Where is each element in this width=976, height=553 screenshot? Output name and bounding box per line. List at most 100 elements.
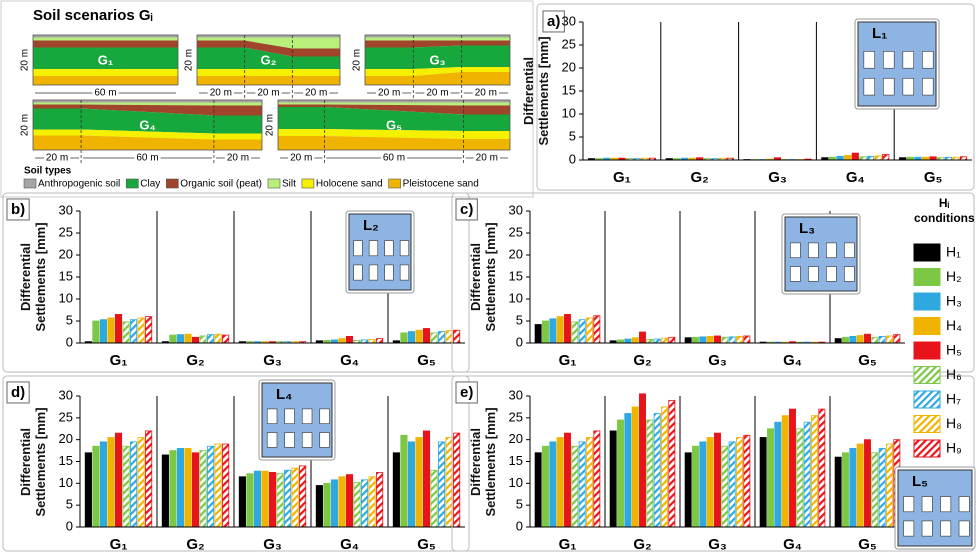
x-tick-label: G₂ [633, 536, 651, 553]
window [354, 265, 363, 280]
window [302, 433, 312, 448]
bar [835, 457, 841, 527]
y-tick-label: 15 [562, 82, 576, 97]
bar [685, 453, 691, 527]
bar [775, 422, 781, 527]
bar [339, 477, 345, 527]
bar [408, 332, 414, 343]
bar [115, 314, 121, 343]
x-tick-label: G₄ [340, 352, 359, 369]
y-tick-label: 30 [59, 387, 73, 402]
bar [123, 446, 129, 527]
bar [416, 437, 422, 527]
bar [894, 335, 900, 343]
x-tick-label: G₁ [613, 169, 631, 186]
soil-type-label: Holocene sand [316, 179, 383, 190]
bar [550, 319, 556, 343]
bar [85, 453, 91, 527]
bar [685, 338, 691, 343]
bar [431, 470, 437, 527]
legend-swatch [914, 269, 940, 286]
bar [446, 437, 452, 527]
bar [222, 444, 228, 527]
bar [93, 321, 99, 343]
window [369, 265, 378, 280]
bar [393, 453, 399, 527]
scenario-label: G₂ [261, 52, 277, 67]
bar [453, 433, 459, 527]
bar [729, 337, 735, 343]
depth-label: 20 m [20, 114, 31, 136]
bar [401, 333, 407, 343]
window [385, 265, 394, 280]
x-tick-label: G₃ [708, 536, 727, 553]
soil-swatch [126, 179, 138, 188]
bar [123, 322, 129, 343]
x-tick-label: G₄ [846, 169, 865, 186]
depth-label: 20 m [352, 49, 363, 71]
y-tick-label: 25 [509, 224, 523, 239]
y-tick-label: 15 [509, 268, 523, 283]
width-label: 20 m [305, 88, 327, 99]
window [922, 51, 933, 68]
bar [185, 448, 191, 527]
bar [610, 431, 616, 527]
width-label: 20 m [378, 88, 400, 99]
panel-label: a) [547, 13, 560, 30]
bar [453, 330, 459, 343]
bar [564, 433, 570, 527]
y-tick-label: 20 [562, 59, 576, 74]
x-tick-label: G₂ [186, 352, 204, 369]
bar [572, 446, 578, 527]
soil-swatch [268, 179, 280, 188]
y-tick-label: 0 [516, 334, 523, 349]
x-tick-label: G₅ [858, 536, 877, 553]
y-tick-label: 15 [509, 453, 523, 468]
bar [572, 322, 578, 343]
soil-swatch [166, 179, 178, 188]
bar [331, 480, 337, 527]
width-label: 60 m [383, 153, 405, 164]
bar [324, 483, 330, 527]
x-tick-label: G₅ [858, 352, 877, 369]
window [826, 243, 836, 258]
x-tick-label: G₁ [559, 536, 577, 553]
bar [108, 437, 114, 527]
scenario-label: G₁ [98, 52, 114, 67]
y-tick-label: 25 [59, 224, 73, 239]
bar [767, 429, 773, 527]
y-tick-label: 25 [562, 36, 576, 51]
soil-title: Soil scenarios Gᵢ [33, 7, 153, 24]
window [285, 409, 295, 424]
building-label: L₄ [276, 386, 292, 403]
width-label: 60 m [94, 88, 116, 99]
bar [736, 336, 742, 343]
bar [729, 442, 735, 527]
bar [354, 482, 360, 527]
x-tick-label: G₃ [768, 169, 787, 186]
bar [579, 320, 585, 343]
window [941, 497, 951, 512]
bar [760, 437, 766, 527]
window [864, 51, 875, 68]
x-tick-label: G₁ [110, 536, 128, 553]
legend-label: H₄ [946, 317, 962, 333]
soil-layer [33, 69, 178, 76]
x-tick-label: G₃ [708, 352, 727, 369]
legend-label: H₃ [946, 293, 962, 309]
bar [130, 320, 136, 343]
y-tick-label: 10 [509, 475, 523, 490]
soil-type-label: Silt [282, 179, 296, 190]
bar [339, 339, 345, 343]
bar [811, 416, 817, 527]
window [959, 497, 969, 512]
bar [145, 431, 151, 527]
bar [401, 435, 407, 527]
building-label: L₁ [872, 25, 887, 42]
bar [346, 336, 352, 343]
bar [346, 475, 352, 527]
bar [277, 473, 283, 527]
soil-layer [33, 41, 178, 48]
bar [632, 338, 638, 343]
window [267, 433, 277, 448]
